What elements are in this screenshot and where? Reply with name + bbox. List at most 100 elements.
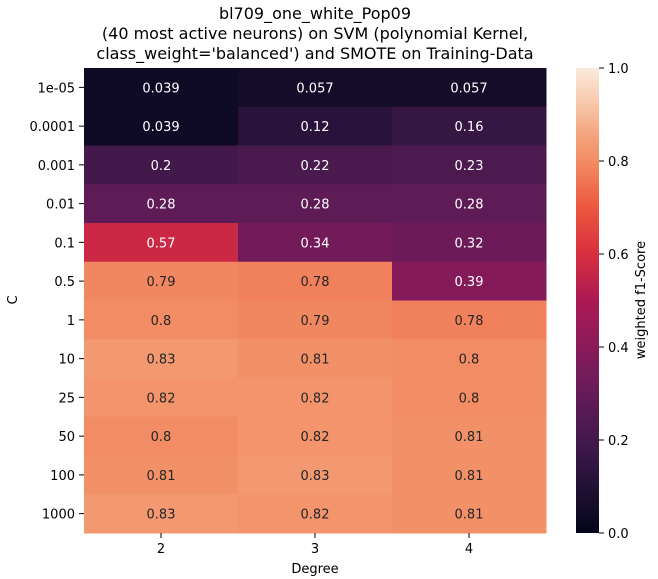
cell-value-label: 0.34: [301, 236, 330, 251]
cell-value-label: 0.39: [455, 275, 484, 290]
heatmap-cell: [392, 68, 547, 108]
title-line-3: class_weight='balanced') and SMOTE on Tr…: [96, 44, 533, 64]
y-tick-label: 100: [50, 469, 75, 484]
y-axis-ticks: 1e-05 0.0001 0.001 0.01 0.1 0.5 1 10 25 50 100 1000: [30, 81, 84, 523]
heatmap-cell: [84, 106, 239, 146]
heatmap-cell: [238, 494, 393, 534]
cell-value-label: 0.82: [147, 391, 176, 406]
y-axis-title: C: [6, 295, 21, 304]
cell-value-label: 0.81: [455, 430, 484, 445]
cell-value-label: 0.78: [455, 314, 484, 329]
heatmap-cell: [238, 261, 393, 301]
heatmap-cell: [84, 416, 239, 456]
cell-value-label: 0.16: [455, 120, 484, 135]
cell-value-label: 0.12: [301, 120, 330, 135]
heatmap-cell: [392, 184, 547, 224]
cell-value-label: 0.57: [147, 236, 176, 251]
heatmap-cell: [392, 494, 547, 534]
cell-value-label: 0.2: [151, 159, 172, 174]
cell-value-label: 0.28: [455, 198, 484, 213]
heatmap-cell: [392, 300, 547, 340]
colorbar-tick-label: 0.4: [608, 341, 629, 356]
heatmap-cell: [84, 494, 239, 534]
cell-value-label: 0.81: [147, 469, 176, 484]
cell-value-label: 0.81: [455, 469, 484, 484]
heatmap-cell: [392, 106, 547, 146]
cell-value-label: 0.82: [301, 391, 330, 406]
heatmap-cell: [238, 339, 393, 379]
title-line-1: bl709_one_white_Pop09: [219, 4, 411, 24]
y-tick-label: 10: [58, 353, 75, 368]
heatmap-cell: [392, 261, 547, 301]
heatmap-cell: [392, 378, 547, 418]
cell-value-label: 0.23: [455, 159, 484, 174]
cell-value-label: 0.8: [459, 391, 480, 406]
cell-value-label: 0.8: [459, 353, 480, 368]
heatmap-cell: [238, 106, 393, 146]
heatmap-cell: [84, 378, 239, 418]
heatmap-cell: [238, 145, 393, 185]
title-line-2: (40 most active neurons) on SVM (polynom…: [102, 24, 528, 43]
cell-value-label: 0.039: [142, 120, 179, 135]
cell-value-label: 0.82: [301, 508, 330, 523]
colorbar-tick-label: 0.0: [608, 527, 629, 542]
heatmap-cell: [238, 416, 393, 456]
heatmap-cell: [84, 223, 239, 263]
y-tick-label: 0.0001: [30, 120, 76, 135]
heatmap-cell: [238, 455, 393, 495]
x-axis-ticks: 2 3 4: [157, 533, 473, 557]
heatmap-cell: [392, 223, 547, 263]
colorbar-label: weighted f1-Score: [634, 241, 649, 359]
cell-value-label: 0.22: [301, 159, 330, 174]
cell-value-label: 0.32: [455, 236, 484, 251]
heatmap-cells: [84, 68, 547, 534]
y-tick-label: 0.001: [38, 159, 75, 174]
x-axis-title: Degree: [291, 562, 338, 577]
cell-value-label: 0.28: [147, 198, 176, 213]
y-tick-label: 1: [67, 314, 75, 329]
heatmap-cell: [84, 145, 239, 185]
colorbar-tick-label: 0.2: [608, 434, 629, 449]
y-tick-label: 0.01: [46, 198, 75, 213]
colorbar-tick-label: 1.0: [608, 62, 629, 77]
cell-value-label: 0.83: [147, 353, 176, 368]
cell-value-label: 0.78: [301, 275, 330, 290]
y-tick-label: 1000: [42, 508, 75, 523]
cell-value-label: 0.8: [151, 430, 172, 445]
cell-value-label: 0.28: [301, 198, 330, 213]
cell-value-label: 0.82: [301, 430, 330, 445]
heatmap-cell: [238, 184, 393, 224]
y-tick-label: 0.5: [54, 275, 75, 290]
cell-value-label: 0.83: [301, 469, 330, 484]
cell-value-label: 0.057: [296, 81, 333, 96]
y-tick-label: 25: [58, 391, 75, 406]
heatmap-cell: [84, 261, 239, 301]
chart-title: bl709_one_white_Pop09 (40 most active ne…: [96, 4, 533, 64]
heatmap-cell: [84, 455, 239, 495]
heatmap-cell: [392, 145, 547, 185]
heatmap-cell: [238, 68, 393, 108]
x-tick-label: 3: [311, 542, 319, 557]
cell-value-label: 0.83: [147, 508, 176, 523]
heatmap-cell: [238, 223, 393, 263]
heatmap-cell: [392, 339, 547, 379]
heatmap-cell: [84, 300, 239, 340]
cell-value-label: 0.039: [142, 81, 179, 96]
cell-value-label: 0.81: [455, 508, 484, 523]
heatmap-cell: [84, 68, 239, 108]
cell-value-label: 0.057: [450, 81, 487, 96]
colorbar-tick-label: 0.8: [608, 155, 629, 170]
heatmap-cell: [238, 378, 393, 418]
heatmap-cell: [84, 184, 239, 224]
heatmap-cell: [238, 300, 393, 340]
cell-value-label: 0.79: [301, 314, 330, 329]
x-tick-label: 2: [157, 542, 165, 557]
heatmap-cell: [392, 416, 547, 456]
cell-value-label: 0.8: [151, 314, 172, 329]
colorbar: [576, 68, 599, 533]
y-tick-label: 50: [58, 430, 75, 445]
y-tick-label: 0.1: [54, 236, 75, 251]
heatmap-cell: [84, 339, 239, 379]
x-tick-label: 4: [465, 542, 473, 557]
